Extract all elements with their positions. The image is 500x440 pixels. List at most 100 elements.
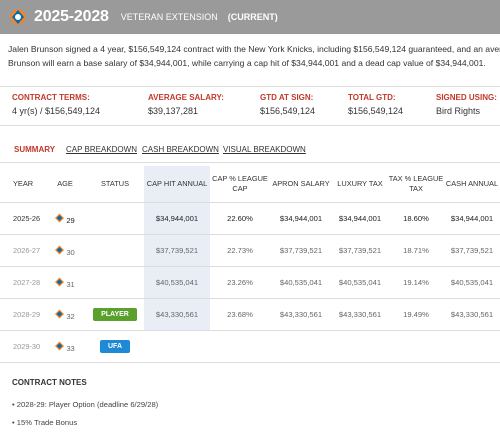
note-text: 15% Trade Bonus bbox=[16, 418, 78, 427]
cell-tax-pct bbox=[388, 330, 444, 363]
term-value: 4 yr(s) / $156,549,124 bbox=[12, 106, 101, 116]
col-cap-hit: CAP HIT ANNUAL bbox=[144, 166, 210, 203]
col-cap-pct: CAP % LEAGUE CAP bbox=[210, 166, 270, 203]
cell-age: 32 bbox=[44, 298, 86, 331]
table-row: 2029-30 33 UFA bbox=[0, 330, 500, 363]
current-badge: (CURRENT) bbox=[227, 12, 278, 22]
cell-apron bbox=[270, 330, 332, 363]
table-header-row: YEAR AGE STATUS CAP HIT ANNUAL CAP % LEA… bbox=[0, 166, 500, 203]
cell-apron: $34,944,001 bbox=[270, 202, 332, 235]
term-average: AVERAGE SALARY: $39,137,281 bbox=[148, 93, 224, 116]
cell-cash: $34,944,001 bbox=[444, 202, 500, 235]
cell-status bbox=[86, 234, 144, 267]
cell-cap-pct: 22.73% bbox=[210, 234, 270, 267]
col-luxury-tax: LUXURY TAX bbox=[332, 166, 388, 203]
cell-apron: $37,739,521 bbox=[270, 234, 332, 267]
term-value: $39,137,281 bbox=[148, 106, 199, 116]
contract-years-title: 2025-2028 bbox=[34, 8, 109, 25]
contract-summary: Jalen Brunson signed a 4 year, $156,549,… bbox=[8, 42, 500, 70]
cell-cap-pct: 23.68% bbox=[210, 298, 270, 331]
table-row: 2027-28 31 $40,535,041 23.26% $40,535,04… bbox=[0, 266, 500, 299]
cell-cap-hit bbox=[144, 330, 210, 363]
cell-age: 31 bbox=[44, 266, 86, 299]
note-text: 2028-29: Player Option (deadline 6/29/28… bbox=[16, 400, 159, 409]
table-row: 2026-27 30 $37,739,521 22.73% $37,739,52… bbox=[0, 234, 500, 267]
col-cash: CASH ANNUAL bbox=[444, 166, 500, 203]
col-age: AGE bbox=[44, 166, 86, 203]
cell-status bbox=[86, 266, 144, 299]
term-label: CONTRACT TERMS: bbox=[12, 93, 90, 102]
player-option-badge: PLAYER bbox=[93, 308, 137, 321]
contract-notes-title: CONTRACT NOTES bbox=[12, 378, 87, 387]
team-logo-icon bbox=[55, 277, 65, 286]
cell-luxury-tax: $43,330,561 bbox=[332, 298, 388, 331]
contract-tabs: SUMMARY CAP BREAKDOWN CASH BREAKDOWN VIS… bbox=[0, 140, 500, 163]
cell-status: PLAYER bbox=[86, 298, 144, 331]
age-value: 33 bbox=[66, 343, 75, 353]
cell-cap-hit: $37,739,521 bbox=[144, 234, 210, 267]
team-logo-icon bbox=[55, 213, 65, 222]
cell-cap-pct: 23.26% bbox=[210, 266, 270, 299]
note-item: • 15% Trade Bonus bbox=[12, 418, 78, 427]
cell-tax-pct: 19.14% bbox=[388, 266, 444, 299]
contract-header: 2025-2028 VETERAN EXTENSION (CURRENT) bbox=[0, 0, 500, 34]
cell-cash: $40,535,041 bbox=[444, 266, 500, 299]
cell-cash: $37,739,521 bbox=[444, 234, 500, 267]
cell-cap-hit: $34,944,001 bbox=[144, 202, 210, 235]
cell-luxury-tax: $34,944,001 bbox=[332, 202, 388, 235]
term-total-gtd: TOTAL GTD: $156,549,124 bbox=[348, 93, 403, 116]
cell-cash bbox=[444, 330, 500, 363]
cell-year: 2027-28 bbox=[0, 266, 44, 299]
cell-year: 2025-26 bbox=[0, 202, 44, 235]
summary-line: Jalen Brunson signed a 4 year, $156,549,… bbox=[8, 44, 500, 54]
cell-tax-pct: 18.60% bbox=[388, 202, 444, 235]
cell-apron: $40,535,041 bbox=[270, 266, 332, 299]
term-label: GTD AT SIGN: bbox=[260, 93, 314, 102]
summary-line: Brunson will earn a base salary of $34,9… bbox=[8, 58, 486, 68]
cell-cap-pct: 22.60% bbox=[210, 202, 270, 235]
cell-luxury-tax bbox=[332, 330, 388, 363]
cell-tax-pct: 19.49% bbox=[388, 298, 444, 331]
team-logo-icon bbox=[55, 309, 65, 318]
term-signed-using: SIGNED USING: Bird Rights bbox=[436, 93, 497, 116]
contract-terms-bar: CONTRACT TERMS: 4 yr(s) / $156,549,124 A… bbox=[0, 86, 500, 126]
term-label: TOTAL GTD: bbox=[348, 93, 396, 102]
table-row: 2025-26 29 $34,944,001 22.60% $34,944,00… bbox=[0, 202, 500, 235]
term-label: AVERAGE SALARY: bbox=[148, 93, 224, 102]
cell-status bbox=[86, 202, 144, 235]
cell-age: 29 bbox=[44, 202, 86, 235]
col-year: YEAR bbox=[0, 166, 44, 203]
ufa-badge: UFA bbox=[100, 340, 130, 353]
cell-cap-hit: $40,535,041 bbox=[144, 266, 210, 299]
team-logo-icon bbox=[55, 341, 65, 350]
term-value: $156,549,124 bbox=[348, 106, 404, 116]
term-value: $156,549,124 bbox=[260, 106, 316, 116]
tab-visual-breakdown[interactable]: VISUAL BREAKDOWN bbox=[223, 145, 306, 154]
knicks-logo-icon bbox=[10, 9, 26, 25]
tab-cap-breakdown[interactable]: CAP BREAKDOWN bbox=[66, 145, 137, 154]
term-contract: CONTRACT TERMS: 4 yr(s) / $156,549,124 bbox=[12, 93, 100, 116]
age-value: 29 bbox=[66, 215, 75, 225]
contract-type-label: VETERAN EXTENSION bbox=[120, 12, 218, 22]
col-status: STATUS bbox=[86, 166, 144, 203]
cell-cap-hit: $43,330,561 bbox=[144, 298, 210, 331]
contract-table: YEAR AGE STATUS CAP HIT ANNUAL CAP % LEA… bbox=[0, 166, 500, 363]
tab-summary[interactable]: SUMMARY bbox=[14, 145, 56, 154]
cell-tax-pct: 18.71% bbox=[388, 234, 444, 267]
term-value: Bird Rights bbox=[436, 106, 481, 116]
col-tax-pct: TAX % LEAGUE TAX bbox=[388, 166, 444, 203]
cell-luxury-tax: $37,739,521 bbox=[332, 234, 388, 267]
cell-apron: $43,330,561 bbox=[270, 298, 332, 331]
col-apron: APRON SALARY bbox=[270, 166, 332, 203]
cell-year: 2029-30 bbox=[0, 330, 44, 363]
cell-age: 30 bbox=[44, 234, 86, 267]
team-logo-icon bbox=[55, 245, 65, 254]
term-label: SIGNED USING: bbox=[436, 93, 497, 102]
cell-age: 33 bbox=[44, 330, 86, 363]
cell-year: 2028-29 bbox=[0, 298, 44, 331]
tab-cash-breakdown[interactable]: CASH BREAKDOWN bbox=[142, 145, 219, 154]
age-value: 30 bbox=[66, 247, 75, 257]
table-row: 2028-29 32 PLAYER $43,330,561 23.68% $43… bbox=[0, 298, 500, 331]
cell-year: 2026-27 bbox=[0, 234, 44, 267]
note-item: • 2028-29: Player Option (deadline 6/29/… bbox=[12, 400, 159, 409]
